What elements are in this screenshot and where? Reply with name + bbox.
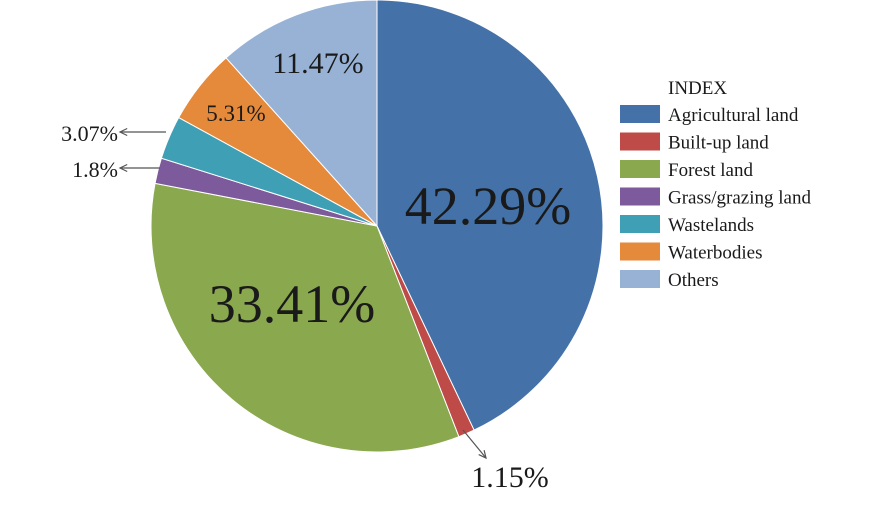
legend-label-wastelands: Wastelands — [668, 215, 754, 236]
legend-swatch-built-up-land — [620, 132, 660, 151]
legend-label-agricultural-land: Agricultural land — [668, 105, 799, 126]
data-label-wastelands: 3.07% — [61, 121, 118, 146]
slice-forest-land — [150, 182, 460, 453]
legend-swatch-waterbodies — [620, 242, 660, 261]
slice-agricultural-land — [376, 0, 604, 431]
leader-arrow-built-up-land — [478, 450, 487, 460]
legend-label-others: Others — [668, 270, 719, 291]
slice-others — [225, 0, 378, 228]
legend-swatch-others — [620, 270, 660, 288]
legend-title: INDEX — [668, 78, 727, 99]
leader-lines — [118, 127, 487, 460]
legend-swatch-wastelands — [620, 215, 660, 233]
data-labels: 42.29% 1.15% 33.41% 1.8% 3.07% 5.31% 11.47% — [61, 47, 571, 494]
leader-arrow-wastelands — [118, 127, 128, 137]
data-label-forest-land: 33.41% — [209, 274, 375, 334]
legend-label-waterbodies: Waterbodies — [668, 243, 763, 264]
data-label-built-up-land: 1.15% — [471, 461, 549, 494]
data-label-waterbodies: 5.31% — [206, 101, 265, 126]
legend-label-built-up-land: Built-up land — [668, 133, 769, 154]
data-label-others: 11.47% — [272, 47, 363, 80]
pie-slices — [150, 0, 604, 453]
legend-swatch-grass-grazing-land — [620, 187, 660, 206]
data-label-agricultural-land: 42.29% — [405, 176, 571, 236]
legend-label-forest-land: Forest land — [668, 160, 753, 181]
legend-swatch-forest-land — [620, 160, 660, 178]
data-label-grass-grazing-land: 1.8% — [72, 157, 118, 182]
legend-label-grass-grazing-land: Grass/grazing land — [668, 188, 811, 209]
leader-arrow-grass-grazing-land — [118, 163, 128, 173]
leader-line-built-up-land — [462, 429, 487, 459]
legend: INDEX Agricultural land Built-up land Fore… — [620, 78, 811, 291]
legend-swatch-agricultural-land — [620, 105, 660, 123]
